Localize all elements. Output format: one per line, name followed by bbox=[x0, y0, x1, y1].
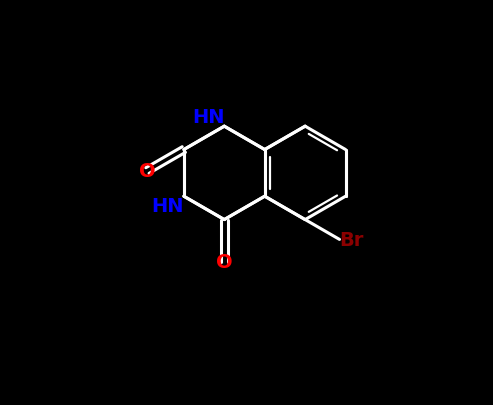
Text: HN: HN bbox=[192, 108, 224, 127]
Text: HN: HN bbox=[151, 197, 184, 216]
Text: Br: Br bbox=[340, 230, 364, 249]
Text: O: O bbox=[139, 162, 156, 181]
Text: O: O bbox=[216, 252, 233, 271]
